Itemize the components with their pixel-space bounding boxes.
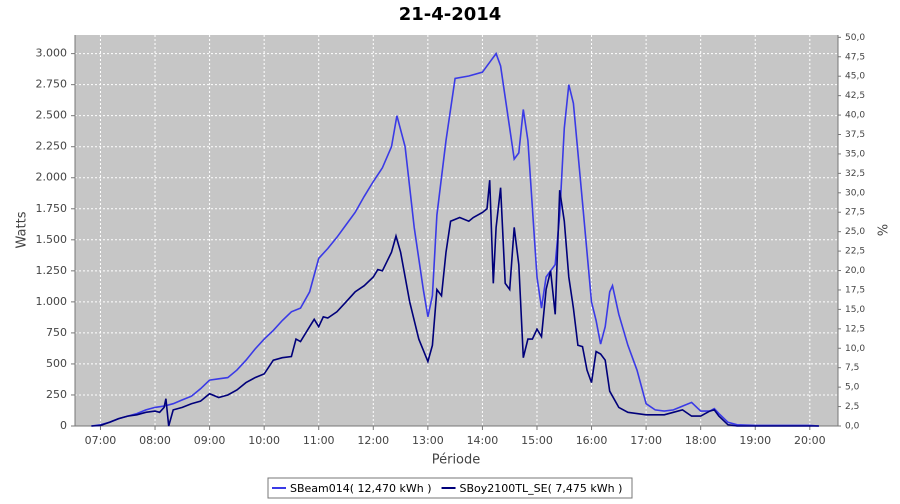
- x-axis-label: Période: [432, 453, 481, 468]
- x-tick-label: 10:00: [248, 434, 280, 447]
- x-tick-label: 20:00: [794, 434, 826, 447]
- y-tick-label: 2.750: [36, 78, 68, 91]
- y2-tick-label: 37,5: [845, 130, 865, 140]
- y2-tick-label: 25,0: [845, 227, 865, 237]
- y2-tick-label: 17,5: [845, 285, 865, 295]
- x-tick-label: 07:00: [85, 434, 117, 447]
- y2-tick-label: 0,0: [845, 422, 860, 432]
- y-tick-label: 2.250: [36, 140, 68, 153]
- x-tick-label: 09:00: [194, 434, 226, 447]
- y2-tick-label: 27,5: [845, 208, 865, 218]
- y-tick-label: 1.000: [36, 295, 68, 308]
- y-tick-label: 0: [60, 419, 67, 432]
- plot-area: [75, 35, 838, 426]
- y-tick-label: 3.000: [36, 47, 68, 60]
- x-tick-label: 14:00: [467, 434, 499, 447]
- y2-tick-label: 45,0: [845, 72, 865, 82]
- y2-tick-label: 12,5: [845, 324, 865, 334]
- y2-tick-label: 10,0: [845, 344, 865, 354]
- x-tick-label: 16:00: [576, 434, 608, 447]
- y2-tick-label: 22,5: [845, 247, 865, 257]
- y-tick-label: 1.750: [36, 202, 68, 215]
- y-tick-label: 2.000: [36, 171, 68, 184]
- y-tick-label: 2.500: [36, 109, 68, 122]
- y-tick-label: 500: [46, 357, 67, 370]
- x-tick-label: 18:00: [685, 434, 717, 447]
- x-tick-label: 08:00: [139, 434, 171, 447]
- x-tick-label: 19:00: [739, 434, 771, 447]
- x-tick-label: 17:00: [630, 434, 662, 447]
- x-tick-label: 15:00: [521, 434, 553, 447]
- legend-label: SBoy2100TL_SE( 7,475 kWh ): [460, 482, 623, 495]
- y2-tick-label: 40,0: [845, 111, 865, 121]
- y2-tick-label: 35,0: [845, 149, 865, 159]
- y2-tick-label: 32,5: [845, 169, 865, 179]
- y2-tick-label: 15,0: [845, 305, 865, 315]
- y2-tick-label: 2,5: [845, 402, 859, 412]
- y-tick-label: 1.500: [36, 233, 68, 246]
- y2-tick-label: 20,0: [845, 266, 865, 276]
- x-tick-label: 12:00: [357, 434, 389, 447]
- y2-tick-label: 30,0: [845, 188, 865, 198]
- y2-tick-label: 7,5: [845, 363, 859, 373]
- y-tick-label: 250: [46, 388, 67, 401]
- y-tick-label: 750: [46, 326, 67, 339]
- y-tick-label: 1.250: [36, 264, 68, 277]
- y-axis-label: Watts: [15, 211, 30, 248]
- x-tick-label: 11:00: [303, 434, 335, 447]
- y2-axis-label: %: [874, 224, 889, 236]
- y2-tick-label: 5,0: [845, 383, 860, 393]
- y2-tick-label: 42,5: [845, 91, 865, 101]
- y2-tick-label: 47,5: [845, 52, 865, 62]
- series-line: [91, 51, 819, 427]
- series-line: [91, 180, 819, 427]
- legend-label: SBeam014( 12,470 kWh ): [290, 482, 432, 495]
- y2-tick-label: 50,0: [845, 33, 865, 43]
- chart-title: 21-4-2014: [399, 4, 502, 25]
- x-tick-label: 13:00: [412, 434, 444, 447]
